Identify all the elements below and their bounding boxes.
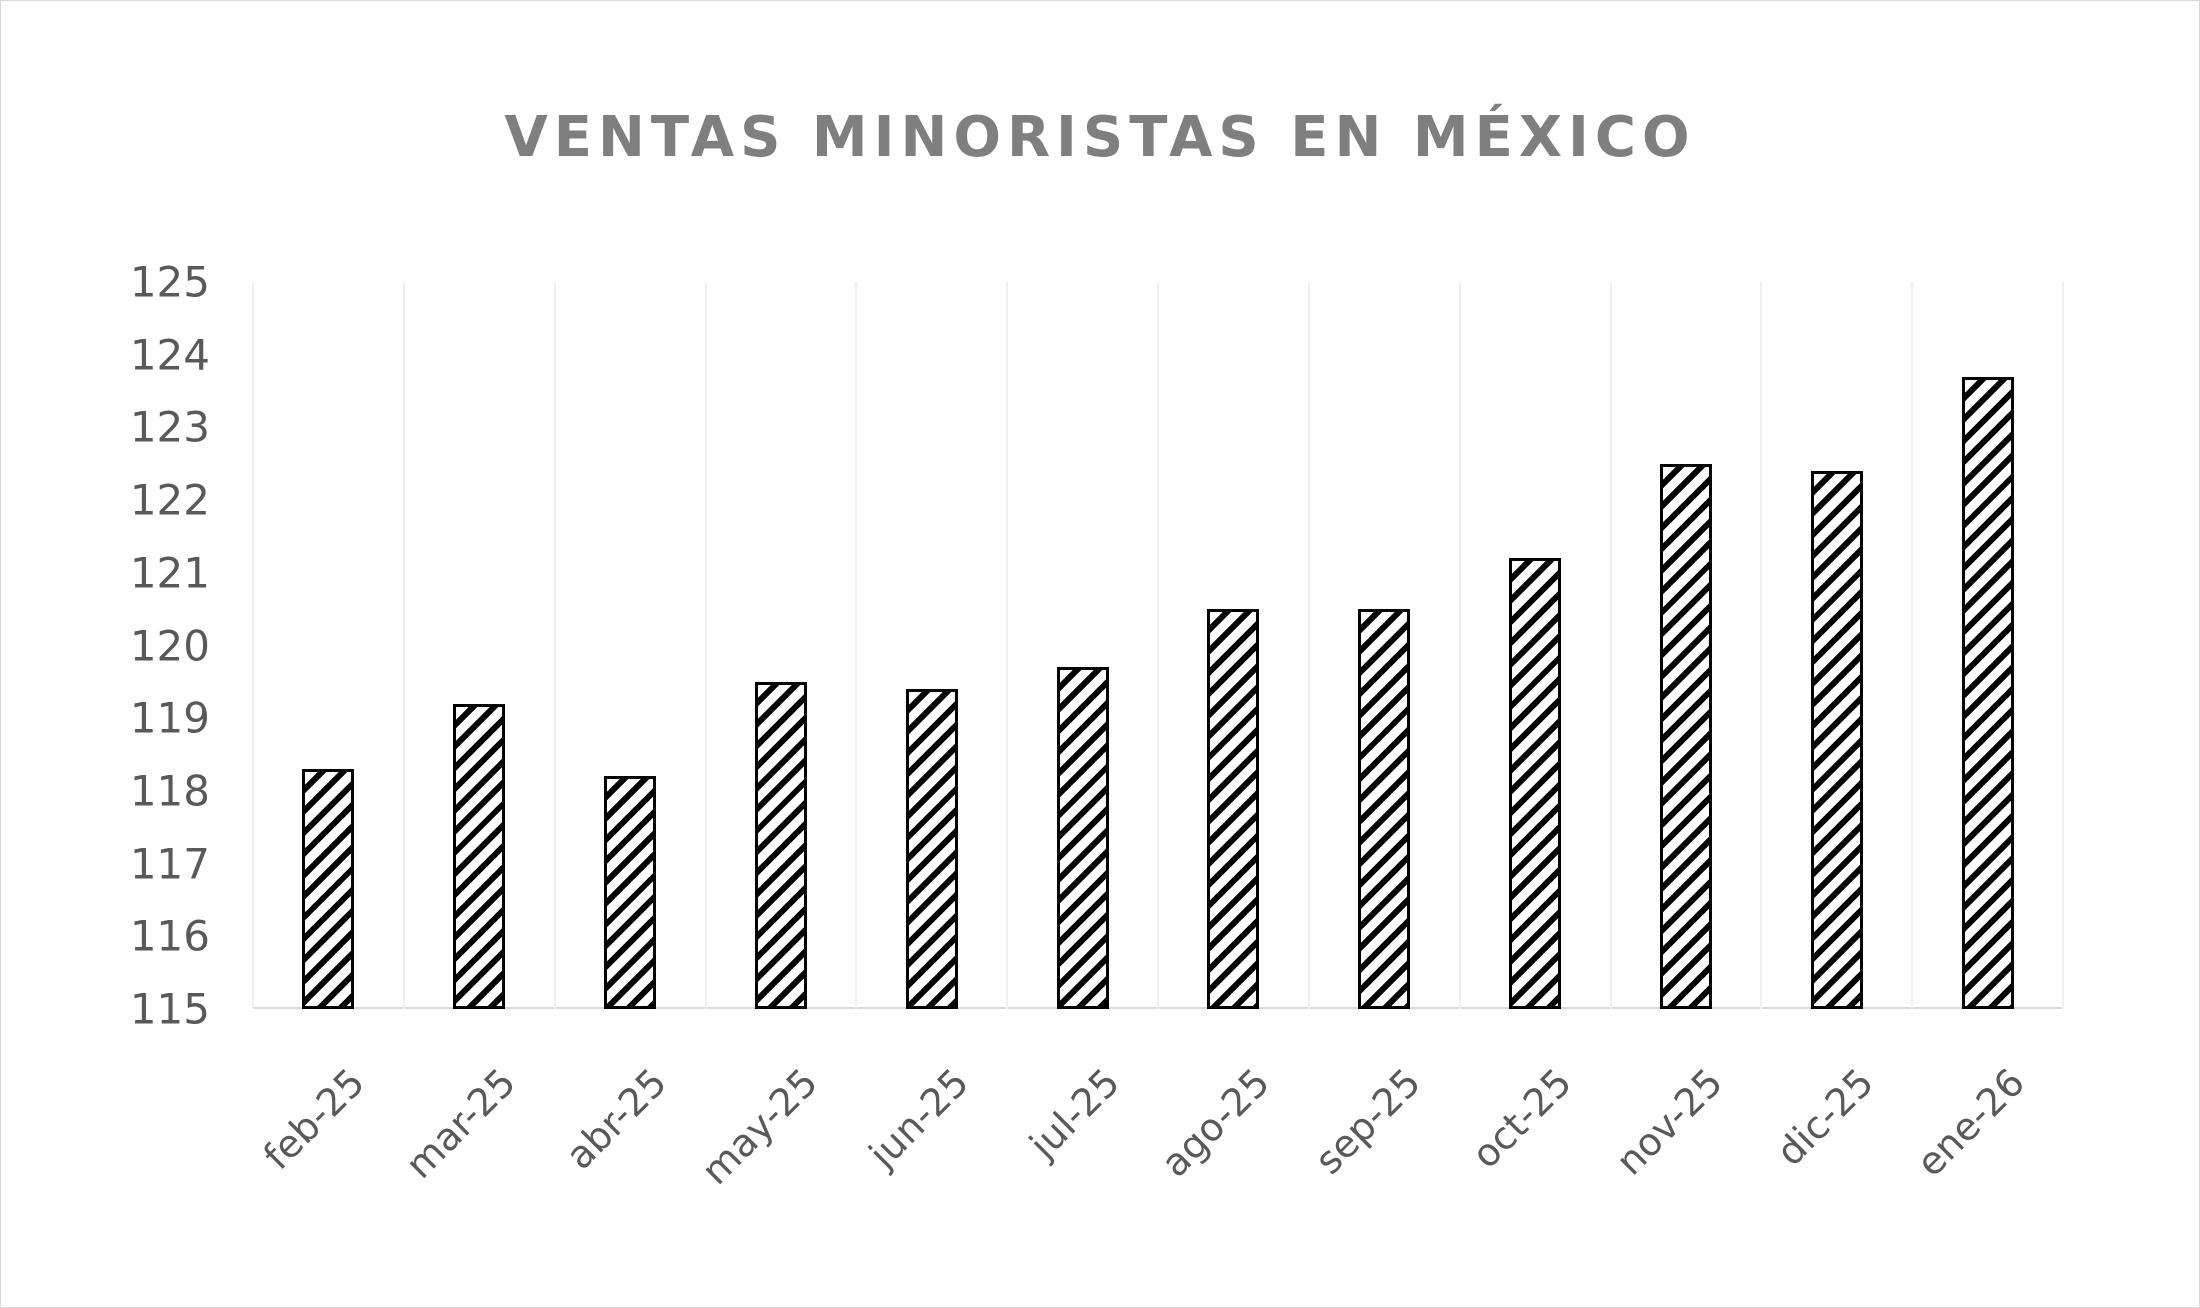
bar-jun-25: [905, 689, 958, 1009]
y-tick-label: 123: [129, 402, 210, 452]
gridline: [252, 282, 254, 1009]
gridline: [704, 282, 707, 1009]
gridline: [553, 282, 556, 1009]
bar-may-25: [754, 681, 807, 1009]
y-tick-label: 124: [129, 330, 210, 380]
gridline: [1760, 282, 1763, 1009]
bar-ago-25: [1207, 609, 1260, 1009]
bar-mar-25: [453, 703, 506, 1009]
y-tick-label: 115: [129, 984, 210, 1034]
bar-jul-25: [1056, 667, 1109, 1009]
bar-sep-25: [1358, 609, 1411, 1009]
bar-oct-25: [1509, 558, 1562, 1009]
y-tick-label: 125: [129, 257, 210, 307]
gridline: [1157, 282, 1159, 1009]
plot-area: [252, 282, 2064, 1009]
gridline: [402, 282, 405, 1009]
y-tick-label: 119: [129, 693, 210, 743]
chart-title: VENTAS MINORISTAS EN MÉXICO: [504, 105, 1696, 170]
gridline: [1911, 282, 1914, 1009]
gridline: [1307, 282, 1310, 1009]
y-tick-label: 120: [129, 621, 210, 670]
gridline: [1006, 282, 1009, 1009]
gridline: [1458, 282, 1461, 1009]
bar-feb-25: [302, 769, 355, 1009]
y-tick-label: 117: [129, 839, 210, 889]
bar-nov-25: [1659, 463, 1712, 1009]
bar-abr-25: [604, 776, 657, 1009]
bar-dic-25: [1810, 471, 1863, 1009]
gridline: [1609, 282, 1612, 1009]
y-tick-label: 118: [129, 766, 210, 816]
gridline: [2062, 282, 2064, 1009]
gridline: [855, 282, 858, 1009]
bar-ene-26: [1961, 376, 2014, 1009]
y-tick-label: 122: [129, 475, 210, 525]
y-tick-label: 121: [129, 548, 210, 598]
y-tick-label: 116: [129, 911, 210, 961]
